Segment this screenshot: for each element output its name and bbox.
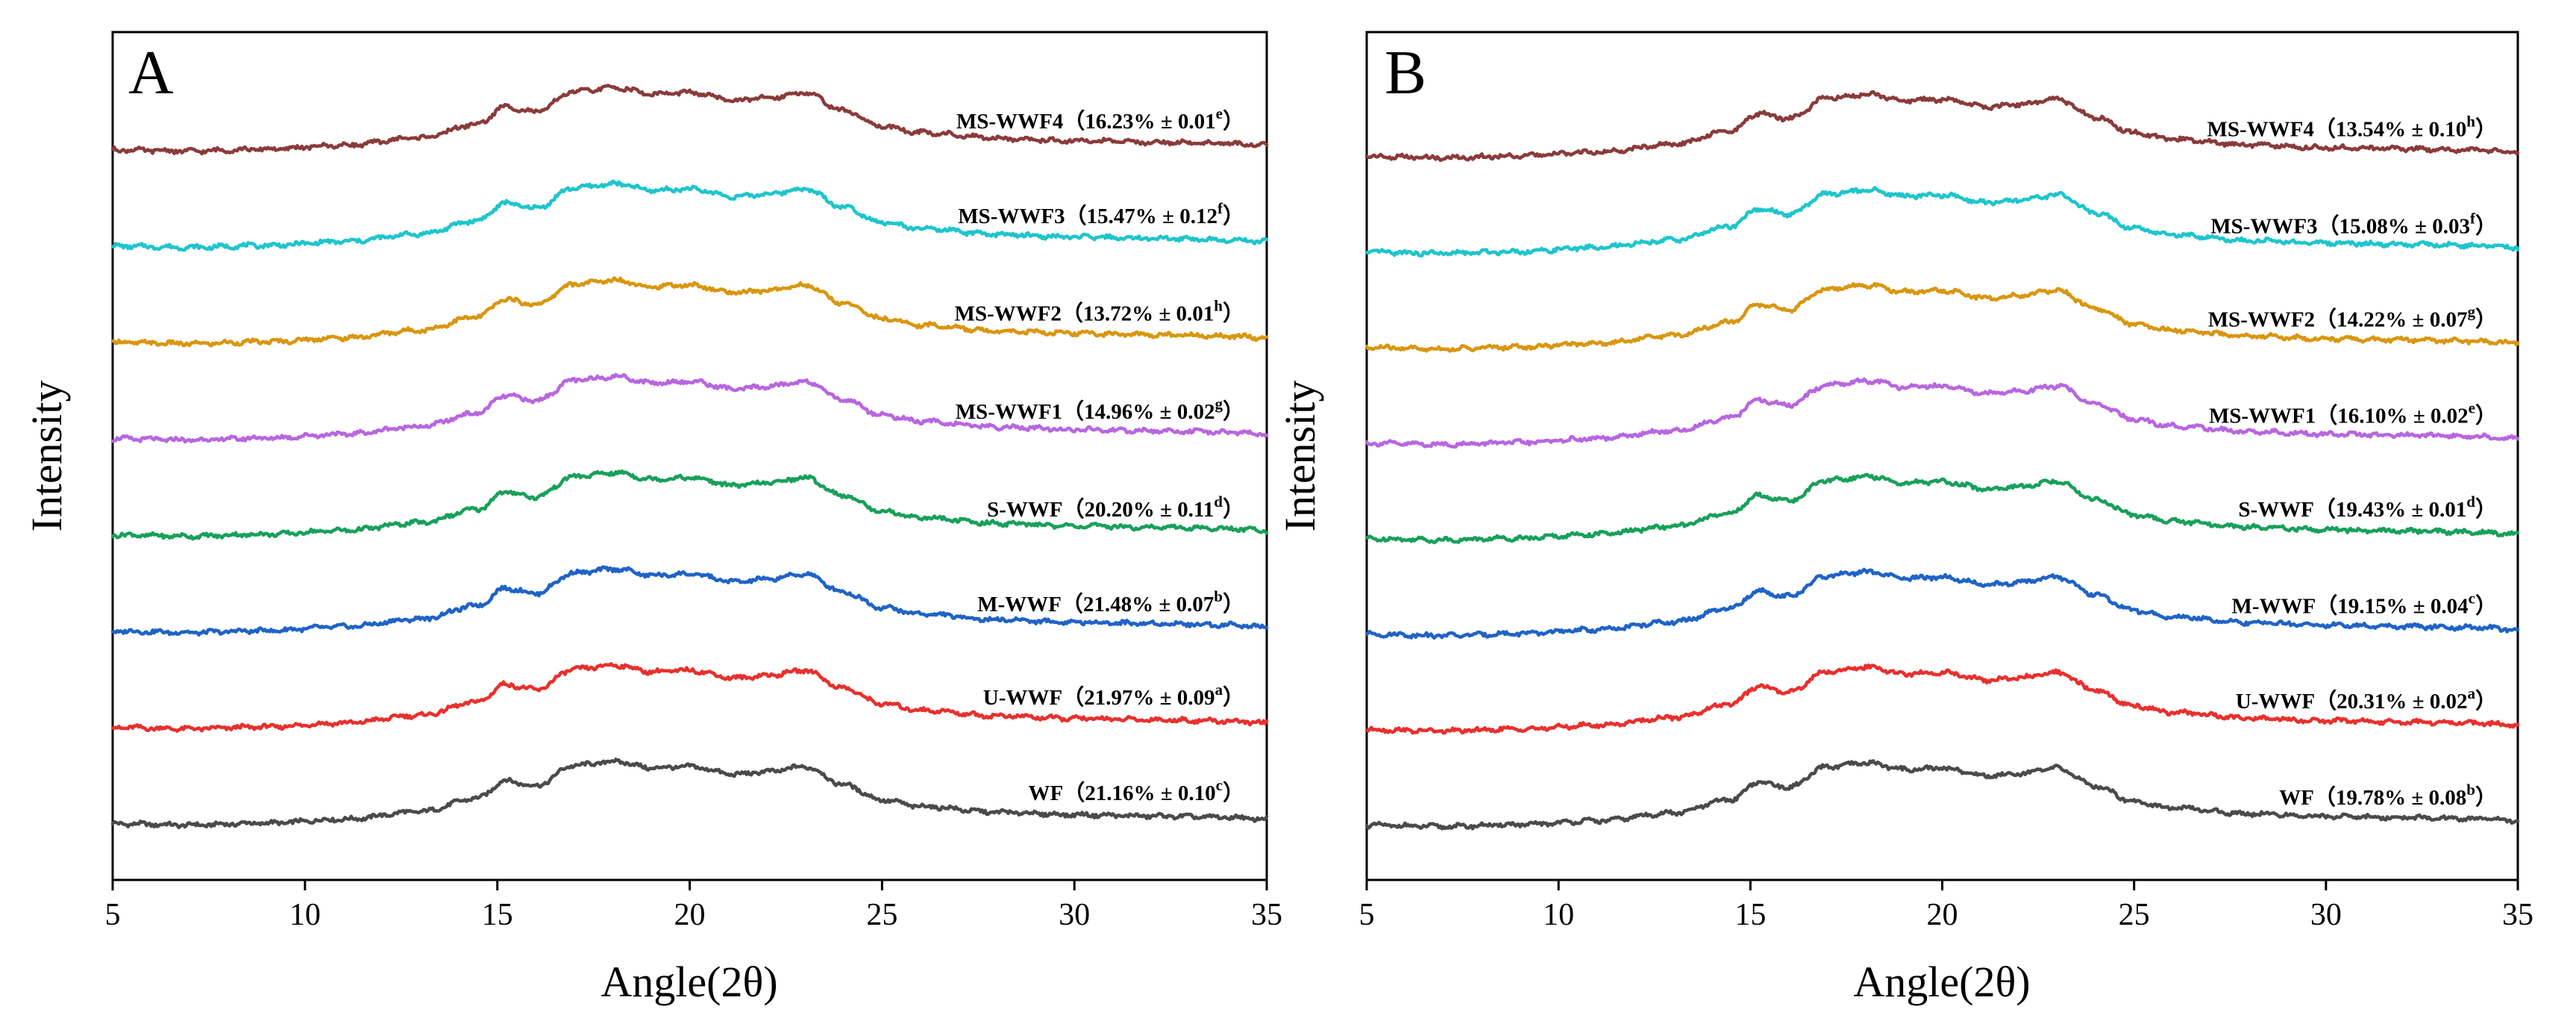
panel-a-x-tick-label-10: 10	[289, 898, 321, 932]
panel-b-series-ms-wwf2	[1364, 281, 2520, 353]
panel-a-x-tick-label-25: 25	[866, 898, 897, 932]
panel-b-x-tick-label-10: 10	[1543, 898, 1574, 932]
panel-b-x-tick-label-25: 25	[2119, 898, 2150, 932]
panel-a-label-ms-wwf4: MS-WWF4（16.23% ± 0.01e）	[956, 104, 1244, 134]
panel-b-x-tick-label-15: 15	[1734, 898, 1766, 932]
panel-a-label-u-wwf: U-WWF（21.97% ± 0.09a）	[983, 681, 1244, 710]
panel-b-label-m-wwf: M-WWF（19.15% ± 0.04c）	[2231, 590, 2497, 619]
panel-a-series-u-wwf	[110, 662, 1269, 733]
panel-a-label-ms-wwf2: MS-WWF2（13.72% ± 0.01h）	[955, 297, 1245, 326]
panel-a-x-tick-label-35: 35	[1251, 898, 1282, 932]
panel-a-letter: A	[128, 38, 174, 107]
panel-b-series-ms-wwf1	[1364, 377, 2520, 449]
panel-a-x-tick-label-15: 15	[482, 898, 513, 932]
panel-a-series-m-wwf	[110, 565, 1269, 637]
panel-a-series-ms-wwf2	[110, 276, 1269, 348]
panel-b-x-tick-label-5: 5	[1359, 898, 1375, 932]
panel-a-x-ticks: 5 10 15 20 25 30 35	[105, 880, 1282, 932]
panel-a-x-tick-label-20: 20	[674, 898, 706, 932]
panel-a-label-ms-wwf1: MS-WWF1（14.96% ± 0.02g）	[956, 395, 1244, 424]
panel-b-label-s-wwf: S-WWF（19.43% ± 0.01d）	[2238, 493, 2497, 522]
panel-a-label-wf: WF（21.16% ± 0.10c）	[1029, 776, 1244, 805]
panel-b-x-axis-title: Angle(2θ)	[1853, 958, 2030, 1006]
panel-a-series	[110, 84, 1269, 830]
panel-a-series-wf	[110, 758, 1269, 830]
panel-a-y-axis-title: Intensity	[22, 381, 71, 532]
panel-b-label-wf: WF（19.78% ± 0.08b）	[2279, 781, 2497, 810]
panel-a-series-labels: WF（21.16% ± 0.10c） U-WWF（21.97% ± 0.09a） M…	[955, 104, 1245, 805]
panel-a: A Intensity Angle(2θ) 5 10 15 20 25 30 35 WF（2…	[22, 31, 1282, 1006]
panel-b-series	[1364, 90, 2520, 831]
panel-a-series-ms-wwf4	[110, 84, 1269, 156]
panel-b-x-tick-label-35: 35	[2502, 898, 2533, 932]
panel-a-label-s-wwf: S-WWF（20.20% ± 0.11d）	[987, 493, 1244, 522]
panel-b-series-labels: WF（19.78% ± 0.08b） U-WWF（20.31% ± 0.02a） M…	[2207, 113, 2498, 810]
panel-b-series-wf	[1364, 759, 2520, 831]
panel-a-series-s-wwf	[110, 469, 1269, 541]
panel-a-label-ms-wwf3: MS-WWF3（15.47% ± 0.12f）	[958, 199, 1244, 228]
panel-b-x-tick-label-30: 30	[2310, 898, 2342, 932]
panel-b-series-ms-wwf3	[1364, 186, 2520, 257]
panel-a-x-axis-title: Angle(2θ)	[601, 958, 777, 1006]
panel-b-series-m-wwf	[1364, 567, 2520, 640]
panel-b: B Intensity Angle(2θ) 5 10 15 20 25 30 35 WF（1…	[1276, 31, 2533, 1006]
panel-b-series-u-wwf	[1364, 663, 2520, 735]
panel-b-x-tick-label-20: 20	[1927, 898, 1958, 932]
panel-a-x-tick-label-30: 30	[1059, 898, 1090, 932]
panel-a-series-ms-wwf1	[110, 372, 1269, 444]
panel-b-label-ms-wwf1: MS-WWF1（16.10% ± 0.02e）	[2209, 399, 2497, 428]
panel-b-series-ms-wwf4	[1364, 90, 2520, 163]
panel-b-series-s-wwf	[1364, 472, 2520, 545]
panel-b-label-ms-wwf2: MS-WWF2（14.22% ± 0.07g）	[2208, 302, 2497, 331]
panel-b-x-ticks: 5 10 15 20 25 30 35	[1359, 880, 2533, 932]
panel-b-letter: B	[1385, 38, 1426, 107]
panel-b-label-ms-wwf3: MS-WWF3（15.08% ± 0.03f）	[2210, 210, 2497, 239]
panel-b-y-axis-title: Intensity	[1276, 381, 1324, 532]
panel-b-label-u-wwf: U-WWF（20.31% ± 0.02a）	[2236, 684, 2497, 714]
panel-b-label-ms-wwf4: MS-WWF4（13.54% ± 0.10h）	[2207, 113, 2498, 142]
panel-a-label-m-wwf: M-WWF（21.48% ± 0.07b）	[977, 587, 1244, 616]
panel-a-series-ms-wwf3	[110, 179, 1269, 252]
panel-a-x-tick-label-5: 5	[105, 898, 121, 932]
